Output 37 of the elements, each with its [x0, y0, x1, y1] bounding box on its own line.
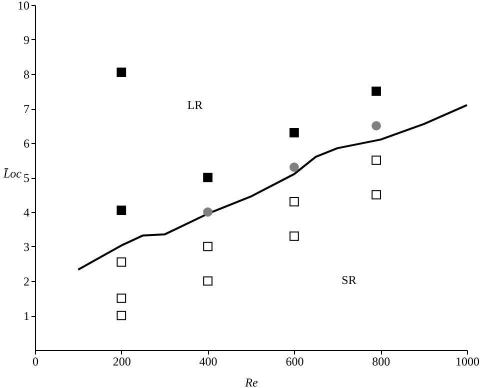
point [290, 128, 299, 138]
y-tick-label: 4 [24, 206, 30, 220]
point [290, 231, 299, 241]
y-tick-label: 5 [24, 171, 30, 185]
x-tick-label: 1000 [456, 354, 480, 368]
point [372, 121, 381, 130]
point [116, 310, 126, 320]
point [116, 68, 126, 77]
x-tick-label: 800 [372, 354, 390, 368]
point [372, 156, 381, 165]
point [203, 172, 212, 182]
x-tick-label: 400 [199, 354, 218, 368]
x-tick-label: 0 [32, 354, 38, 368]
x-tick-label: 200 [112, 354, 131, 368]
y-tick-label: 8 [24, 68, 30, 82]
y-tick-label: 9 [24, 33, 30, 47]
point [372, 190, 381, 200]
y-tick-label: 10 [18, 0, 30, 12]
point [116, 294, 126, 303]
y-axis-title: L̄oc [2, 166, 22, 180]
y-tick-label: 3 [24, 240, 30, 254]
annotation: LR [187, 98, 203, 112]
point [290, 196, 299, 206]
x-axis-title: Re [244, 376, 258, 388]
y-tick-label: 2 [24, 274, 30, 288]
point [116, 257, 126, 267]
y-tick-label: 6 [24, 136, 30, 150]
point [372, 86, 381, 96]
point [290, 162, 299, 172]
point [203, 207, 212, 217]
x-tick-label: 600 [286, 354, 304, 368]
point [203, 276, 212, 286]
y-tick-label: 1 [24, 309, 30, 323]
point [203, 242, 212, 252]
point [116, 206, 126, 215]
y-tick-label: 7 [24, 102, 30, 116]
annotation: SR [342, 273, 356, 287]
